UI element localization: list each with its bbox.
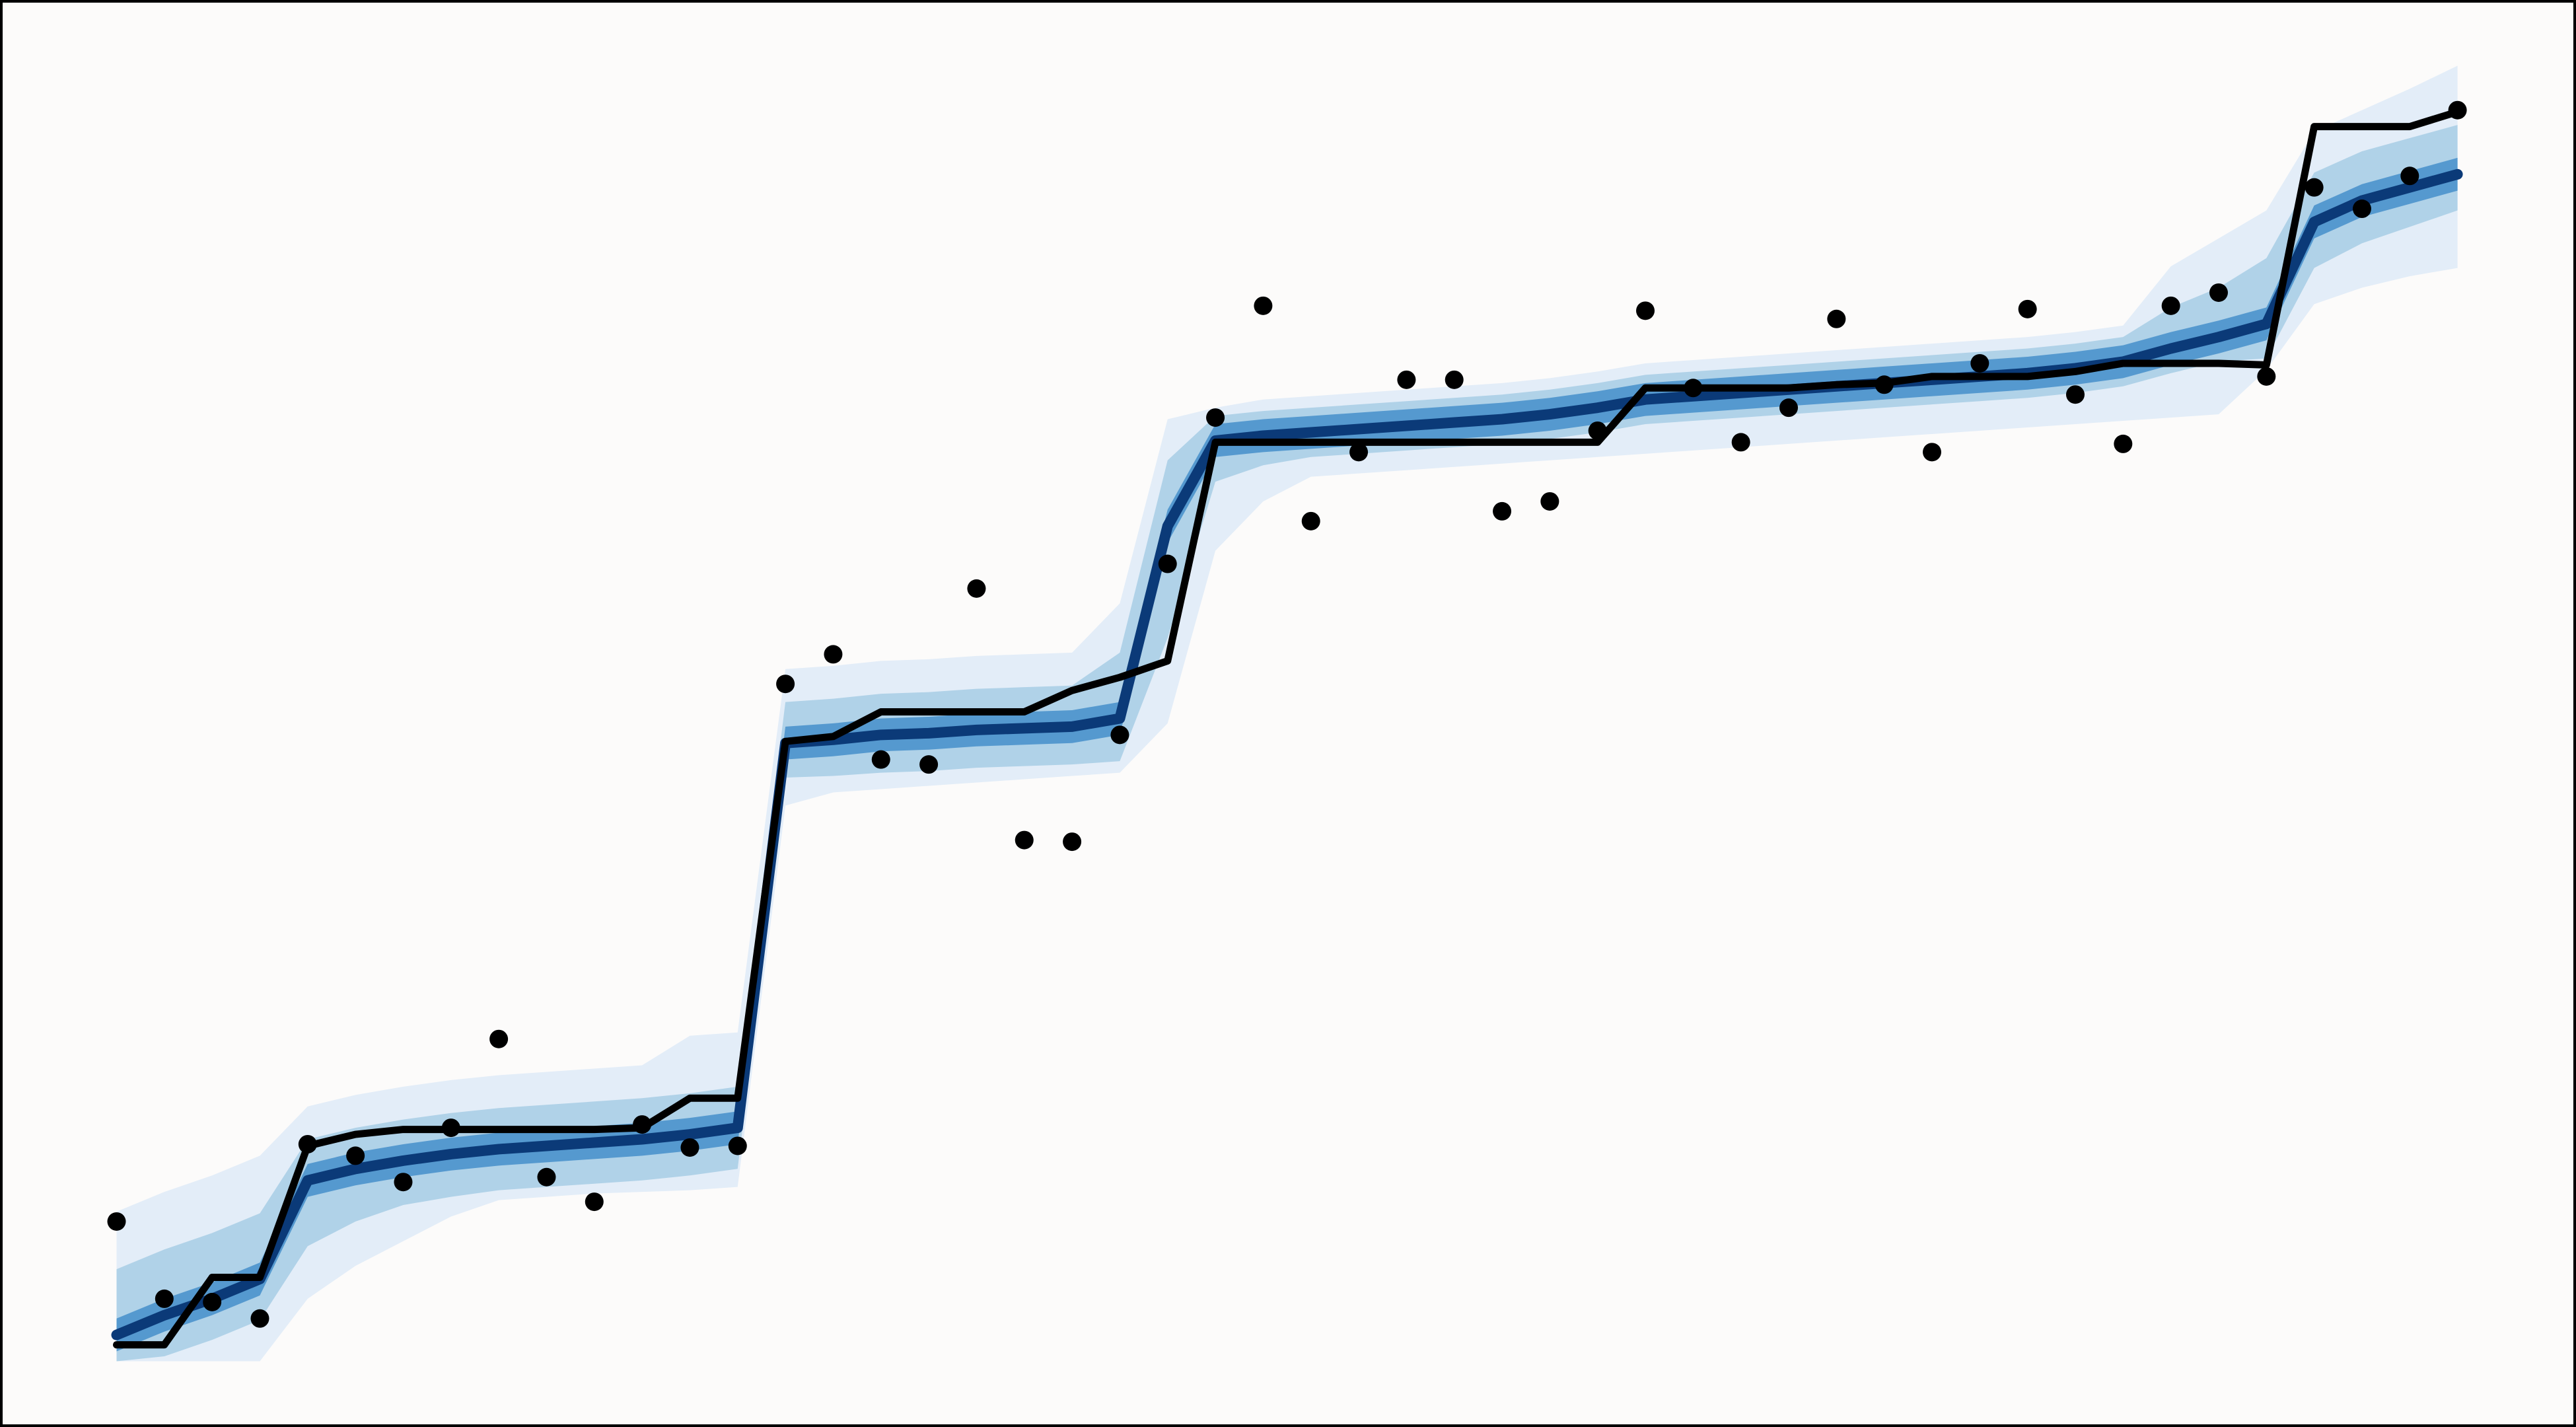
- data-point: [346, 1146, 365, 1165]
- data-point: [2161, 296, 2180, 315]
- data-point: [1015, 830, 1034, 850]
- data-point: [1158, 554, 1177, 573]
- data-point: [1779, 398, 1799, 418]
- data-point: [537, 1167, 556, 1187]
- data-point: [107, 1212, 126, 1231]
- data-point: [824, 645, 843, 664]
- data-point: [1206, 408, 1225, 427]
- data-point: [919, 755, 939, 774]
- data-point: [1731, 433, 1750, 452]
- data-point: [1636, 301, 1655, 320]
- data-point: [2352, 200, 2371, 219]
- data-point: [2114, 434, 2133, 453]
- data-point: [2209, 283, 2228, 302]
- data-point: [1684, 379, 1703, 398]
- data-point: [1923, 443, 1941, 462]
- data-point: [728, 1136, 747, 1155]
- data-point: [1875, 375, 1894, 394]
- data-point: [2400, 166, 2419, 186]
- data-point: [1063, 832, 1082, 852]
- data-point: [489, 1029, 509, 1048]
- data-point: [250, 1309, 269, 1328]
- data-point: [394, 1173, 413, 1192]
- data-point: [2448, 100, 2467, 120]
- step-line: [112, 108, 2462, 1349]
- data-point: [1827, 309, 1846, 328]
- data-point: [871, 750, 890, 769]
- data-point: [2257, 367, 2276, 386]
- plot-area: [107, 65, 2467, 1362]
- data-point: [1970, 353, 1989, 373]
- data-point: [633, 1115, 652, 1134]
- data-point: [967, 579, 986, 598]
- data-point: [2018, 299, 2037, 318]
- data-point: [1445, 370, 1464, 389]
- data-point: [1540, 492, 1559, 511]
- data-point: [441, 1118, 460, 1138]
- data-point: [2065, 385, 2085, 404]
- data-point: [776, 675, 795, 694]
- data-point: [203, 1292, 222, 1311]
- data-point: [1588, 421, 1607, 440]
- data-point: [1349, 443, 1369, 462]
- data-point: [1254, 296, 1273, 315]
- data-point: [298, 1134, 317, 1153]
- data-point: [680, 1138, 699, 1157]
- data-point: [1110, 725, 1129, 745]
- data-point: [2305, 178, 2324, 197]
- data-point: [155, 1289, 174, 1308]
- data-point: [1301, 511, 1320, 531]
- data-point: [1397, 370, 1416, 389]
- data-point: [585, 1192, 604, 1212]
- data-point: [1493, 501, 1512, 521]
